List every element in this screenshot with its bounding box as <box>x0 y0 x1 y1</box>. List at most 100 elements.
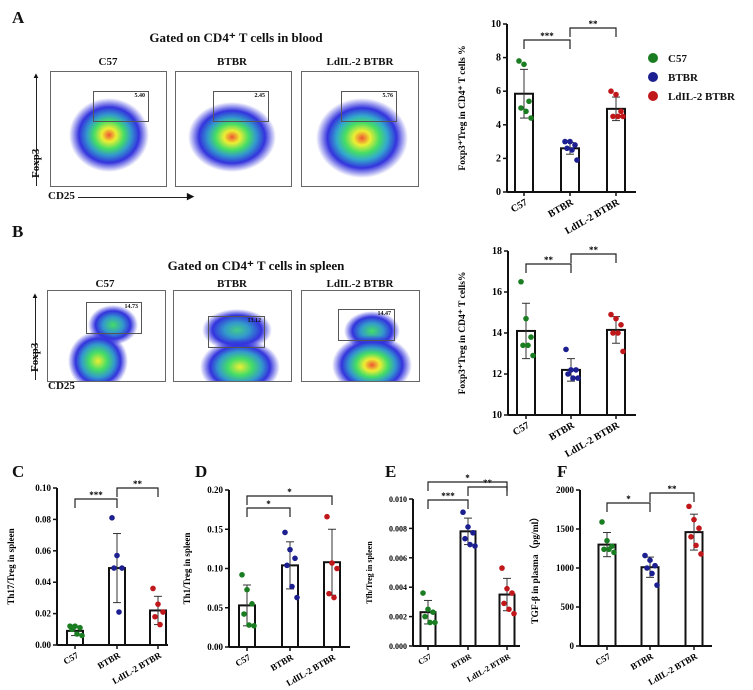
significance-bracket <box>246 507 291 517</box>
y-tick-label: 0.08 <box>35 514 51 524</box>
bar-btbr <box>560 147 580 194</box>
data-point <box>610 330 616 336</box>
significance-label: * <box>266 499 271 509</box>
data-point <box>472 543 478 549</box>
y-axis-label: Foxp3⁺Treg in CD4⁺ T cells% <box>458 272 468 395</box>
significance-label: ** <box>133 479 143 489</box>
data-point <box>691 516 697 523</box>
x-tick-label: C57 <box>594 651 613 668</box>
significance-bracket <box>523 39 571 49</box>
significance-bracket <box>649 492 695 502</box>
y-tick-label: 0.10 <box>207 564 223 574</box>
data-point <box>565 371 571 377</box>
significance-bracket <box>569 27 617 37</box>
data-point <box>611 549 617 556</box>
significance-bracket <box>467 486 508 496</box>
data-point <box>523 108 529 115</box>
data-point <box>150 585 156 592</box>
data-point <box>620 113 626 120</box>
data-point <box>331 594 337 601</box>
y-tick-label: 0.10 <box>35 483 51 493</box>
significance-label: *** <box>540 31 554 41</box>
y-tick-label: 0.20 <box>207 485 223 495</box>
data-point <box>157 621 163 628</box>
data-point <box>501 600 507 607</box>
flow-a-label-btbr: BTBR <box>217 56 247 68</box>
data-point <box>528 115 534 121</box>
significance-bracket <box>246 495 333 505</box>
data-point <box>615 113 621 120</box>
data-point <box>563 346 569 353</box>
gate-value: 2.45 <box>254 93 266 99</box>
x-tick-label: BTBR <box>269 652 296 673</box>
y-tick-label: 8 <box>496 53 501 64</box>
data-point <box>518 278 524 285</box>
y-tick-label: 10 <box>492 410 502 421</box>
data-point <box>420 590 426 596</box>
y-tick-label: 4 <box>496 120 501 131</box>
significance-label: ** <box>668 484 678 494</box>
legend-marker <box>648 91 658 101</box>
data-point <box>572 142 578 148</box>
data-point <box>530 352 536 359</box>
legend: C57 BTBR LdIL-2 BTBR <box>648 50 735 107</box>
data-point <box>693 542 699 549</box>
y-tick-label: 0 <box>496 187 501 198</box>
gate-value: 13.12 <box>247 318 262 324</box>
y-tick-label: 2 <box>496 153 501 164</box>
significance-label: ** <box>544 255 554 265</box>
y-tick-label: 0.008 <box>389 524 407 533</box>
y-tick-label: 0.00 <box>35 640 51 650</box>
data-point <box>465 524 471 530</box>
panel-letter-a: A <box>12 8 25 27</box>
significance-label: *** <box>441 491 455 501</box>
data-point <box>432 619 438 626</box>
data-point <box>69 626 75 633</box>
data-point <box>111 565 117 571</box>
x-tick-label: C57 <box>511 420 531 438</box>
legend-item-ldil2: LdIL-2 BTBR <box>648 88 735 107</box>
y-tick-label: 0.04 <box>35 577 51 587</box>
data-point <box>608 88 614 94</box>
data-point <box>526 98 532 105</box>
data-point <box>570 375 576 381</box>
data-point <box>573 367 579 373</box>
data-point <box>427 619 433 626</box>
data-point <box>246 622 252 628</box>
flow-b-label-ldil2: LdIL-2 BTBR <box>326 278 394 290</box>
data-point <box>686 503 692 510</box>
gate-value: 5.40 <box>134 93 146 99</box>
data-point <box>241 611 247 617</box>
data-point <box>326 590 332 597</box>
significance-label: ** <box>589 245 599 255</box>
data-point <box>282 529 288 536</box>
flow-b-plot-c57: 14.73 <box>47 290 166 382</box>
x-tick-label: LdIL-2 BTBR <box>647 651 700 687</box>
y-tick-label: 12 <box>492 369 502 380</box>
legend-item-c57: C57 <box>648 50 735 69</box>
arrow-right-icon: ▶ <box>187 191 194 201</box>
data-point <box>244 586 250 593</box>
legend-item-btbr: BTBR <box>648 69 735 88</box>
data-point <box>523 315 529 322</box>
data-point <box>575 375 581 381</box>
data-point <box>604 537 610 544</box>
data-point <box>567 138 573 145</box>
gate-value: 14.47 <box>377 311 392 317</box>
data-point <box>610 113 616 120</box>
y-tick-label: 0.06 <box>35 546 51 556</box>
data-point <box>79 632 85 639</box>
y-tick-label: 2000 <box>556 485 575 495</box>
cd25-axis-arrow <box>78 197 190 198</box>
data-point <box>119 565 125 571</box>
flow-b-label-c57: C57 <box>95 278 115 290</box>
data-point <box>615 330 621 336</box>
arrow-up-icon: ▲ <box>31 291 39 300</box>
gate-value: 5.76 <box>382 93 394 99</box>
data-point <box>74 631 80 637</box>
data-point <box>425 606 431 613</box>
significance-label: * <box>465 473 470 483</box>
data-point <box>511 610 517 617</box>
x-tick-label: C57 <box>234 652 253 669</box>
